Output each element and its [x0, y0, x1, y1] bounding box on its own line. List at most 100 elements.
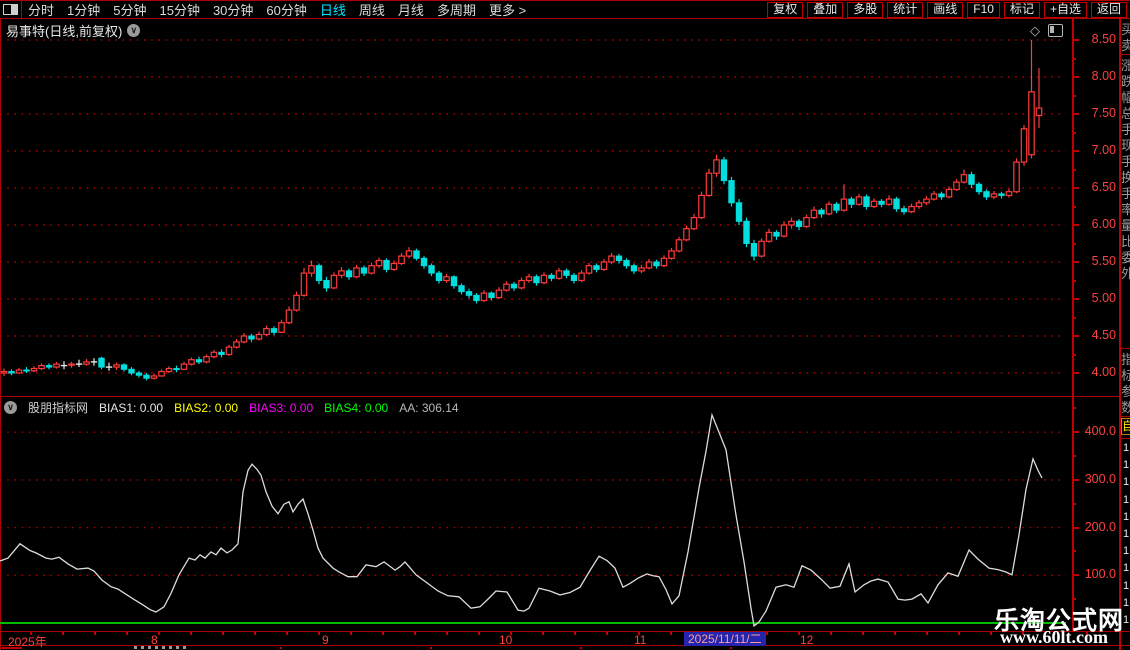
indicator-axis-tick — [1072, 526, 1079, 529]
period-tab-多周期[interactable]: 多周期 — [436, 3, 476, 18]
indicator-panel-bottom-border — [0, 631, 1130, 632]
period-tab-月线[interactable]: 月线 — [397, 3, 424, 18]
watermark-site-name: 乐淘公式网 — [994, 608, 1125, 635]
right-strip-number: 1 — [1123, 528, 1130, 540]
right-strip-number: 1 — [1123, 579, 1130, 592]
right-strip-tab-group[interactable]: 涨跌幅总手现手换手率量比委外 — [1121, 58, 1130, 281]
price-axis-tick — [1072, 168, 1076, 171]
indicator-header: ∨ 股朋指标网 BIAS1: 0.00 BIAS2: 0.00 BIAS3: 0.0… — [4, 399, 459, 416]
indicator-axis-label: 200.0 — [1084, 519, 1116, 534]
bottom-clipped-tick — [280, 647, 282, 649]
price-axis-tick — [1072, 39, 1079, 41]
toolbar-button-多股[interactable]: 多股 — [847, 2, 884, 18]
price-axis-tick — [1072, 279, 1076, 282]
right-strip-tab-group[interactable]: 指标参数 — [1121, 352, 1130, 415]
indicator-panel-title: 股朋指标网 — [28, 401, 89, 415]
bottom-clipped-text — [134, 646, 186, 649]
main-panel-bottom-border — [0, 396, 1120, 397]
price-axis-label: 4.00 — [1091, 365, 1116, 379]
period-tab-15分钟[interactable]: 15分钟 — [159, 3, 200, 18]
date-label-8: 8 — [151, 633, 158, 647]
price-axis-tick — [1072, 76, 1079, 78]
right-strip-number: 1 — [1123, 614, 1130, 626]
period-toolbar: 分时 1分钟 5分钟 15分钟 30分钟 60分钟 日线 周线 月线 多周期 更多 > 复权 叠加 多股… — [0, 0, 1130, 19]
diamond-marker-icon[interactable]: ◇ — [1030, 23, 1040, 38]
right-strip-separator — [1119, 348, 1130, 349]
price-axis-tick — [1072, 113, 1079, 115]
price-axis-tick — [1072, 150, 1079, 152]
right-strip-separator — [1119, 54, 1130, 55]
window-left-border — [0, 0, 1, 650]
date-label-12: 12 — [800, 633, 814, 647]
watermark-url: www.60lt.com — [1000, 627, 1108, 647]
date-label-9: 9 — [322, 633, 329, 647]
price-axis-tick — [1072, 224, 1079, 226]
price-axis-label: 8.50 — [1091, 32, 1116, 46]
period-tab-日线[interactable]: 日线 — [319, 3, 346, 18]
stock-title: 易事特(日线,前复权) — [6, 24, 123, 39]
toolbar-button-F10[interactable]: F10 — [967, 2, 1000, 18]
toolbar-button-+自选[interactable]: +自选 — [1043, 2, 1087, 18]
right-strip-number: 1 — [1123, 545, 1130, 558]
period-tab-分时[interactable]: 分时 — [28, 3, 55, 18]
period-tab-30分钟[interactable]: 30分钟 — [212, 3, 254, 18]
toolbar-button-统计[interactable]: 统计 — [887, 2, 924, 18]
indicator-value-label: BIAS2: 0.00 — [174, 400, 239, 415]
bottom-clipped-row — [2, 647, 22, 649]
toolbar-button-画线[interactable]: 画线 — [927, 2, 964, 18]
toolbar-button-标记[interactable]: 标记 — [1003, 2, 1040, 18]
date-axis-ticks — [0, 632, 1118, 635]
indicator-axis-tick — [1072, 407, 1076, 410]
indicator-axis-tick — [1072, 431, 1079, 434]
indicator-value-label: AA: 306.14 — [399, 400, 459, 415]
price-axis-tick — [1072, 131, 1076, 134]
price-axis-label: 4.50 — [1091, 328, 1116, 342]
layout-toggle-button[interactable] — [0, 1, 22, 18]
indicator-axis-tick — [1072, 550, 1076, 553]
indicator-axis-label: 300.0 — [1084, 471, 1116, 486]
right-strip-number: 1 — [1123, 459, 1130, 472]
period-tab-周线[interactable]: 周线 — [358, 3, 385, 18]
right-strip-number: 1 — [1123, 596, 1130, 609]
candlestick-chart[interactable] — [0, 18, 1072, 396]
right-strip-number: 1 — [1123, 476, 1130, 489]
toolbar-button-返回[interactable]: 返回 — [1090, 2, 1127, 18]
date-label-11: 11 — [634, 633, 647, 647]
right-strip-number: 1 — [1123, 442, 1130, 454]
split-pane-icon — [3, 4, 18, 15]
right-strip-number: 1 — [1123, 510, 1130, 523]
indicator-value-label: BIAS1: 0.00 — [99, 400, 164, 415]
bottom-clipped-tick — [430, 647, 432, 649]
right-strip-number: 1 — [1123, 562, 1130, 575]
bottom-clipped-tick — [730, 647, 732, 649]
indicator-axis-tick — [1072, 502, 1076, 505]
price-axis-tick — [1072, 187, 1079, 189]
indicator-axis-label: 100.0 — [1084, 567, 1116, 582]
date-row-bottom-border — [0, 645, 1130, 646]
price-axis-tick — [1072, 316, 1076, 319]
window-pane-icon[interactable] — [1048, 24, 1063, 37]
date-label-10: 10 — [499, 633, 513, 647]
period-tab-5分钟[interactable]: 5分钟 — [113, 3, 147, 18]
chart-title-row: 易事特(日线,前复权) ∨ — [6, 21, 141, 40]
right-strip-separator — [1119, 416, 1130, 417]
indicator-line-chart[interactable] — [0, 397, 1072, 631]
indicator-value-label: BIAS3: 0.00 — [249, 400, 314, 415]
indicator-value-label: BIAS4: 0.00 — [324, 400, 389, 415]
price-axis-label: 7.00 — [1091, 143, 1116, 157]
bottom-clipped-tick — [580, 647, 582, 649]
period-tab-60分钟[interactable]: 60分钟 — [266, 3, 307, 18]
toolbar-button-复权[interactable]: 复权 — [767, 2, 804, 18]
right-strip-tab-group[interactable]: 买卖 — [1121, 22, 1130, 53]
price-axis-label: 8.00 — [1091, 69, 1116, 83]
indicator-chevron-icon[interactable]: ∨ — [4, 401, 17, 414]
chevron-down-icon[interactable]: ∨ — [127, 24, 141, 37]
price-axis-label: 6.50 — [1091, 180, 1116, 194]
highlighted-date: 2025/11/11/二 — [684, 632, 766, 646]
period-tab-更多 >[interactable]: 更多 > — [488, 3, 527, 18]
price-axis-tick — [1072, 94, 1076, 97]
watchlist-tab[interactable]: 自 — [1121, 418, 1130, 435]
toolbar-button-叠加[interactable]: 叠加 — [807, 2, 844, 18]
period-tab-1分钟[interactable]: 1分钟 — [67, 3, 101, 18]
